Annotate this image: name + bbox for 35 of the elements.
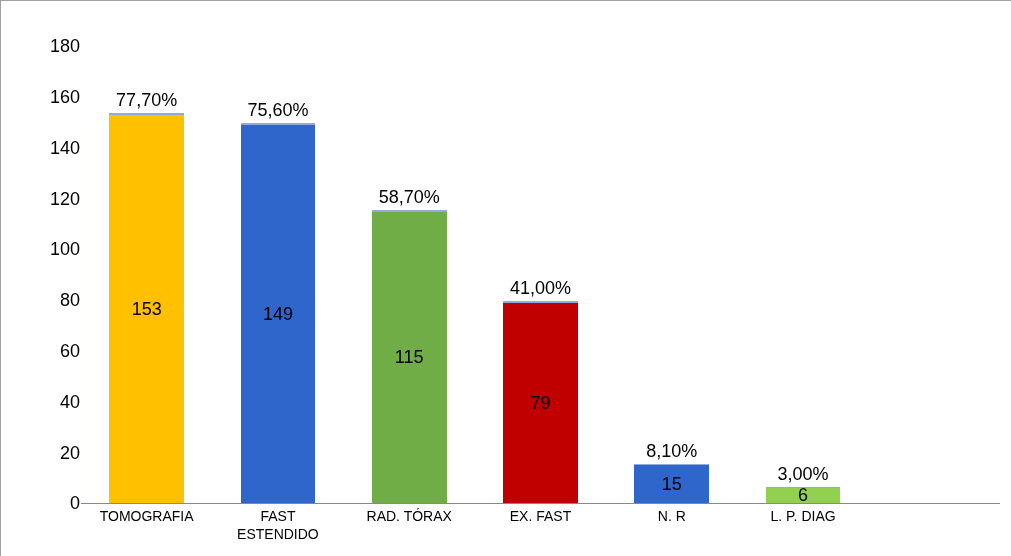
data-label: 8,10% (646, 441, 698, 461)
bar (503, 302, 578, 503)
x-tick-label: L. P. DIAG (770, 507, 836, 524)
y-tick-label: 60 (59, 340, 80, 361)
data-label: 3,00% (777, 464, 829, 484)
data-label: 41,00% (509, 278, 572, 298)
y-tick-label: 160 (49, 87, 80, 108)
data-label: 153 (131, 298, 162, 319)
x-tick-label: EX. FAST (509, 507, 572, 524)
x-tick-label: FAST ESTENDIDO (237, 507, 319, 542)
data-label: 15 (661, 473, 682, 494)
x-tick-label: N. R (657, 507, 686, 524)
y-tick-label: 80 (59, 290, 80, 311)
data-label: 115 (394, 347, 424, 368)
data-label: 77,70% (116, 89, 178, 110)
bar (765, 487, 841, 503)
data-label: 58,70% (378, 186, 440, 207)
bar (634, 464, 710, 503)
y-tick-label: 120 (49, 188, 80, 209)
data-label: 149 (262, 303, 293, 324)
y-tick-label: 20 (59, 442, 80, 463)
bar (109, 114, 185, 503)
bar (371, 211, 447, 503)
x-tick-label: RAD. TÓRAX (366, 507, 453, 524)
data-label: 79 (530, 392, 551, 413)
bar (240, 122, 316, 125)
y-tick-label: 100 (49, 239, 80, 260)
data-label: 75,60% (247, 99, 309, 120)
y-tick-label: 140 (49, 137, 80, 158)
y-tick-label: 180 (49, 36, 80, 57)
y-tick-label: 0 (69, 493, 80, 514)
bar (240, 124, 316, 503)
x-tick-label: TOMOGRAFIA (99, 507, 195, 524)
y-tick-label: 40 (59, 391, 80, 412)
data-label: 6 (798, 485, 809, 506)
